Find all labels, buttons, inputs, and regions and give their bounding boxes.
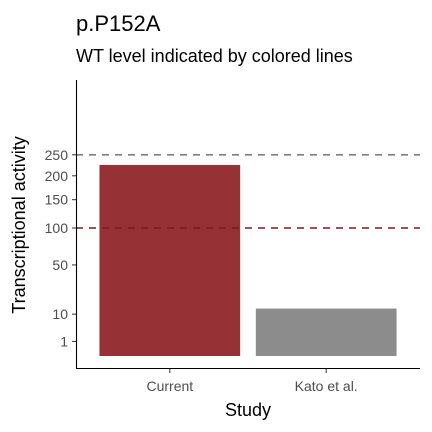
y-tick-label: 200 <box>45 168 69 184</box>
x-ticks-group: Current Kato et al. <box>146 369 358 394</box>
x-tick-label: Kato et al. <box>295 378 358 394</box>
y-tick-label: 1 <box>60 333 68 349</box>
reference-lines-group <box>76 153 420 229</box>
bars-group <box>99 165 397 356</box>
y-axis-title: Transcriptional activity <box>9 136 29 313</box>
bar-kato-et-al <box>255 308 397 356</box>
y-tick-label: 50 <box>52 257 68 273</box>
x-axis-title: Study <box>225 400 271 420</box>
y-tick-label: 250 <box>45 147 69 163</box>
chart-subtitle: WT level indicated by colored lines <box>76 46 353 66</box>
y-ticks-group: 1 10 50 100 150 200 250 <box>45 147 76 349</box>
y-tick-label: 150 <box>45 192 69 208</box>
x-tick-label: Current <box>146 378 193 394</box>
chart-title: p.P152A <box>76 11 161 36</box>
bar-current <box>99 165 241 356</box>
y-tick-label: 10 <box>52 306 68 322</box>
y-tick-label: 100 <box>45 220 69 236</box>
